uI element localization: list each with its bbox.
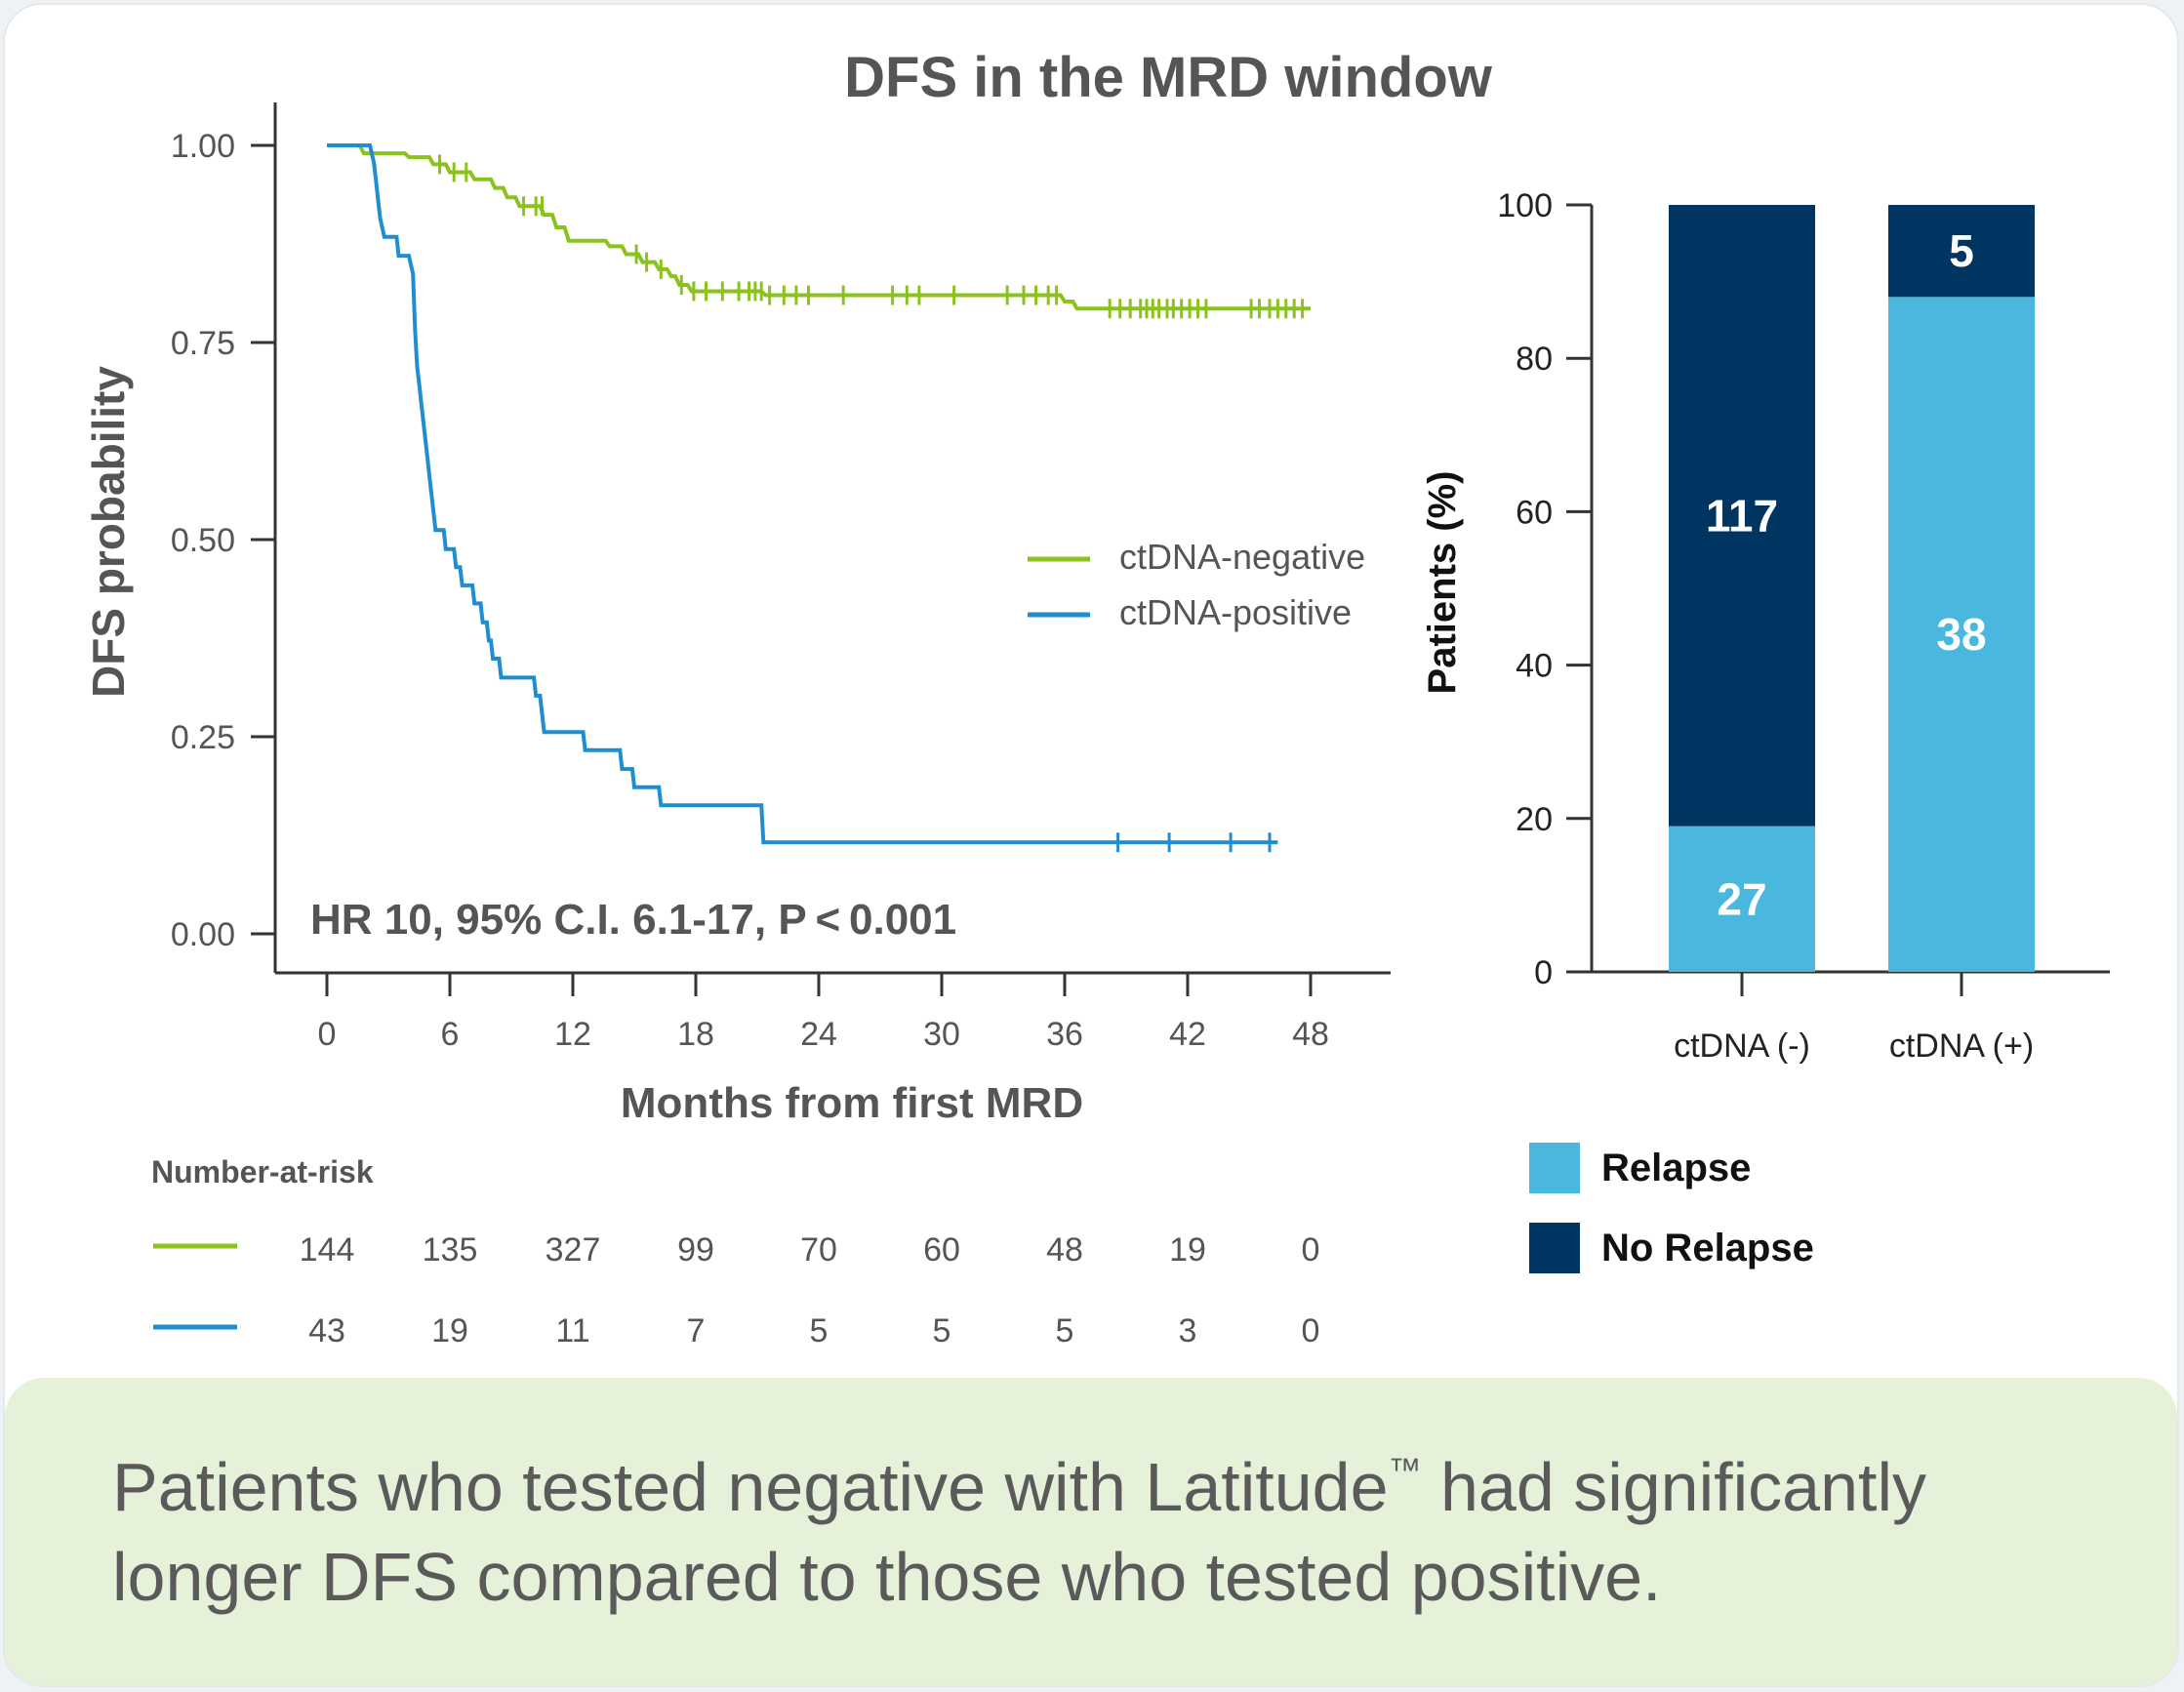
- km-x-tick-label: 12: [554, 1016, 591, 1053]
- km-axes: 1.00 0.75 0.50 0.25 0.00 0 6 12 18 24 30 36 42 48: [171, 102, 1391, 1053]
- risk-value: 19: [1169, 1231, 1206, 1269]
- risk-value: 0: [1302, 1231, 1320, 1269]
- km-y-tick-label: 0.00: [171, 916, 235, 953]
- km-y-tick-label: 0.50: [171, 522, 235, 559]
- hazard-ratio-annotation: HR 10, 95% C.I. 6.1-17, P < 0.001: [310, 896, 956, 944]
- risk-value: 99: [677, 1231, 714, 1269]
- km-y-tick-label: 1.00: [171, 128, 235, 165]
- bar-x-tick-label: ctDNA (+): [1889, 1027, 2034, 1065]
- km-y-tick-label: 0.75: [171, 325, 235, 362]
- bar-y-tick-label: 100: [1497, 187, 1553, 224]
- risk-value: 70: [800, 1231, 837, 1269]
- bar-y-tick-label: 0: [1534, 954, 1553, 991]
- risk-row-ctdna-negative: 144 135 327 99 70 60 48 19 0: [300, 1231, 1320, 1269]
- footer-text-end: had significantly longer DFS compared to…: [112, 1449, 1927, 1615]
- km-x-tick-label: 42: [1169, 1016, 1206, 1053]
- risk-value: 5: [810, 1312, 829, 1350]
- trademark-symbol: ™: [1388, 1452, 1422, 1489]
- bar-segment-no-relapse: [1669, 205, 1815, 826]
- km-x-tick-label: 30: [923, 1016, 960, 1053]
- km-x-label: Months from first MRD: [621, 1079, 1083, 1127]
- bar-y-label: Patients (%): [1421, 471, 1464, 695]
- risk-value: 7: [687, 1312, 706, 1350]
- risk-value: 48: [1046, 1231, 1083, 1269]
- footer-text-start: Patients who tested negative with Latitu…: [112, 1449, 1389, 1525]
- km-curve-ctdna-positive: [327, 143, 1278, 845]
- bar-segment-relapse: [1888, 297, 2035, 972]
- km-x-tick-label: 24: [800, 1016, 837, 1053]
- figure-card: DFS in the MRD window 1.00 0.75 0.50 0.25 0.…: [3, 3, 2179, 1687]
- bar-count-label: 38: [1936, 609, 1986, 660]
- km-x-tick-label: 36: [1046, 1016, 1083, 1053]
- legend-label-relapse: Relapse: [1601, 1147, 1751, 1189]
- bar-x-tick-label: ctDNA (-): [1674, 1027, 1810, 1065]
- risk-value: 5: [933, 1312, 951, 1350]
- bar-count-label: 27: [1717, 873, 1766, 924]
- risk-value: 19: [431, 1312, 468, 1350]
- figure-svg: DFS in the MRD window 1.00 0.75 0.50 0.25 0.…: [83, 46, 2110, 1350]
- risk-row-ctdna-positive: 43 19 11 7 5 5 5 3 0: [308, 1312, 1319, 1350]
- km-x-tick-label: 18: [677, 1016, 714, 1053]
- legend-swatch-no-relapse: [1529, 1223, 1580, 1273]
- bar-segment-no-relapse: [1888, 205, 2035, 298]
- chart-title: DFS in the MRD window: [844, 46, 1493, 109]
- bar-y-tick-label: 60: [1516, 494, 1553, 531]
- risk-table-title: Number-at-risk: [151, 1154, 374, 1189]
- legend-label-ctdna-negative: ctDNA-negative: [1119, 537, 1365, 577]
- bar-axes: 100 80 60 40 20 0 ctDNA (-) ctDNA (+): [1497, 187, 2110, 1065]
- risk-value: 60: [923, 1231, 960, 1269]
- risk-value: 135: [423, 1231, 478, 1269]
- km-x-tick-label: 48: [1292, 1016, 1329, 1053]
- risk-value: 43: [308, 1312, 345, 1350]
- bar-count-label: 117: [1706, 490, 1778, 541]
- risk-value: 11: [555, 1312, 589, 1350]
- risk-value: 144: [300, 1231, 355, 1269]
- legend-label-ctdna-positive: ctDNA-positive: [1119, 592, 1352, 632]
- bar-y-tick-label: 40: [1516, 648, 1553, 685]
- km-curve-ctdna-negative: [327, 143, 1311, 311]
- km-legend: ctDNA-negative ctDNA-positive: [1028, 537, 1365, 632]
- km-x-tick-label: 0: [318, 1016, 337, 1053]
- bar-legend: Relapse No Relapse: [1529, 1143, 1814, 1273]
- risk-value: 327: [546, 1231, 601, 1269]
- bar-segment-relapse: [1669, 826, 1815, 972]
- risk-value: 0: [1302, 1312, 1320, 1350]
- footer-banner: Patients who tested negative with Latitu…: [5, 1378, 2177, 1685]
- bar-count-label: 5: [1949, 225, 1974, 276]
- footer-text: Patients who tested negative with Latitu…: [112, 1442, 2054, 1622]
- bar-y-tick-label: 80: [1516, 341, 1553, 378]
- risk-value: 3: [1179, 1312, 1197, 1350]
- km-y-label: DFS probability: [83, 366, 134, 698]
- risk-value: 5: [1056, 1312, 1074, 1350]
- legend-swatch-relapse: [1529, 1143, 1580, 1193]
- km-y-tick-label: 0.25: [171, 719, 235, 756]
- km-x-tick-label: 6: [441, 1016, 460, 1053]
- bar-y-tick-label: 20: [1516, 801, 1553, 838]
- legend-label-no-relapse: No Relapse: [1601, 1227, 1814, 1269]
